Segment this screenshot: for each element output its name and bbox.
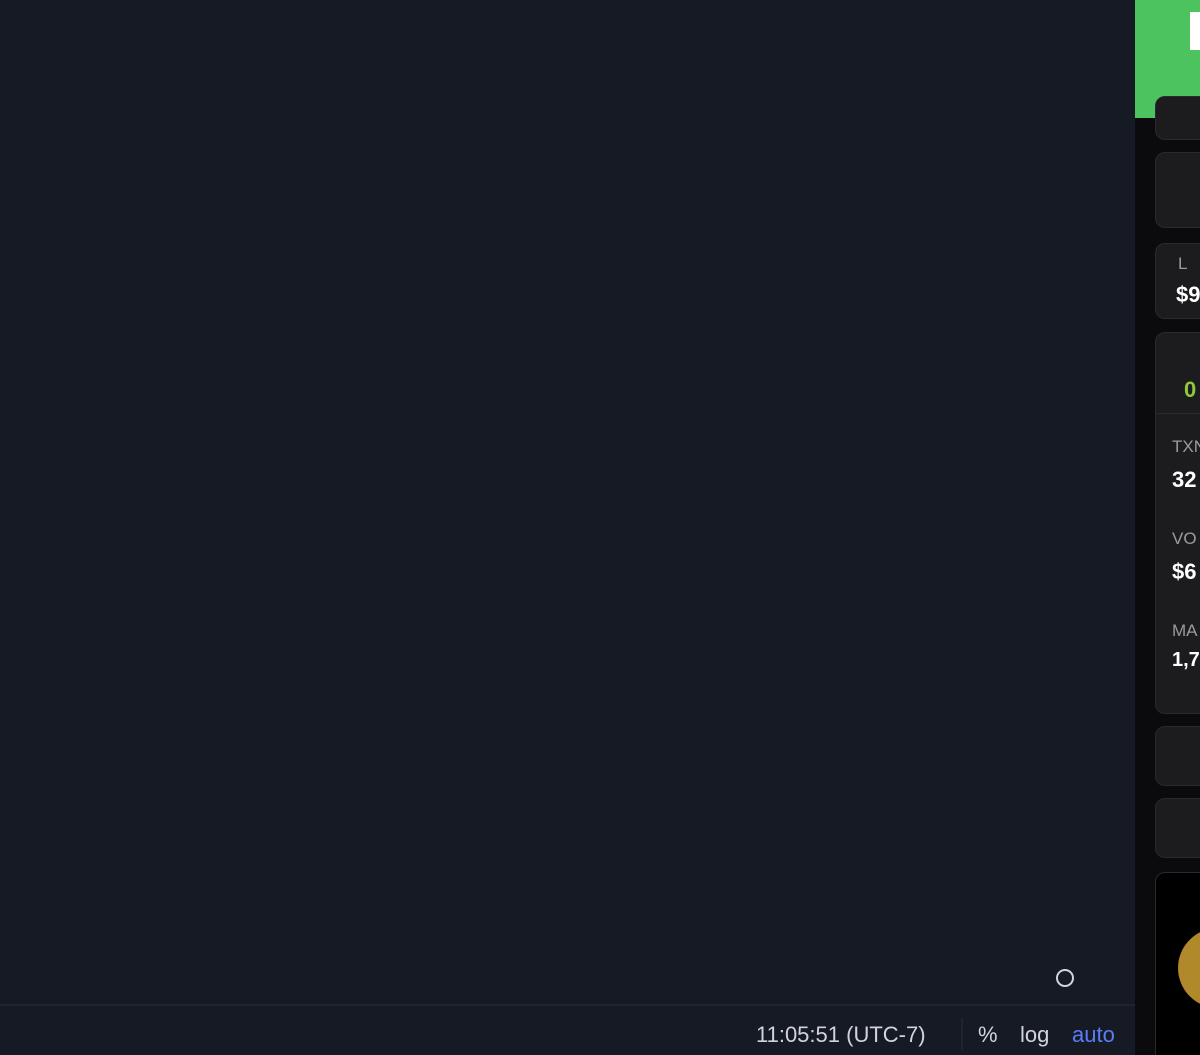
chart xyxy=(0,0,1135,1055)
stat-value: 1,7 xyxy=(1172,649,1200,671)
auto-toggle[interactable]: auto xyxy=(1072,1022,1115,1047)
button[interactable] xyxy=(1155,798,1200,858)
card xyxy=(1155,152,1200,228)
stat-label: VO xyxy=(1172,529,1197,548)
button[interactable] xyxy=(1155,726,1200,786)
stat-label: MA xyxy=(1172,621,1198,640)
tab[interactable] xyxy=(1155,96,1200,140)
stats-card: 0 TXN 32 VO $6 MA 1,7 xyxy=(1155,332,1200,714)
log-toggle[interactable]: log xyxy=(1020,1022,1050,1047)
chart-bg xyxy=(0,0,1135,1055)
card-value: $9 xyxy=(1176,282,1200,307)
stat-label: TXN xyxy=(1172,437,1200,456)
sidebar: L $9 0 TXN 32 VO $6 MA 1,7 xyxy=(1135,0,1200,1055)
card-label: L xyxy=(1178,254,1188,273)
stat-value: 0 xyxy=(1184,377,1197,402)
banner[interactable] xyxy=(1155,872,1200,1055)
settings-icon[interactable] xyxy=(1056,969,1074,987)
time-zone[interactable]: 11:05:51 (UTC-7) xyxy=(756,1022,926,1047)
stat-value: 32 xyxy=(1172,467,1197,492)
stat-value: $6 xyxy=(1172,559,1197,584)
card: L $9 xyxy=(1155,243,1200,319)
percent-toggle[interactable]: % xyxy=(978,1022,998,1047)
